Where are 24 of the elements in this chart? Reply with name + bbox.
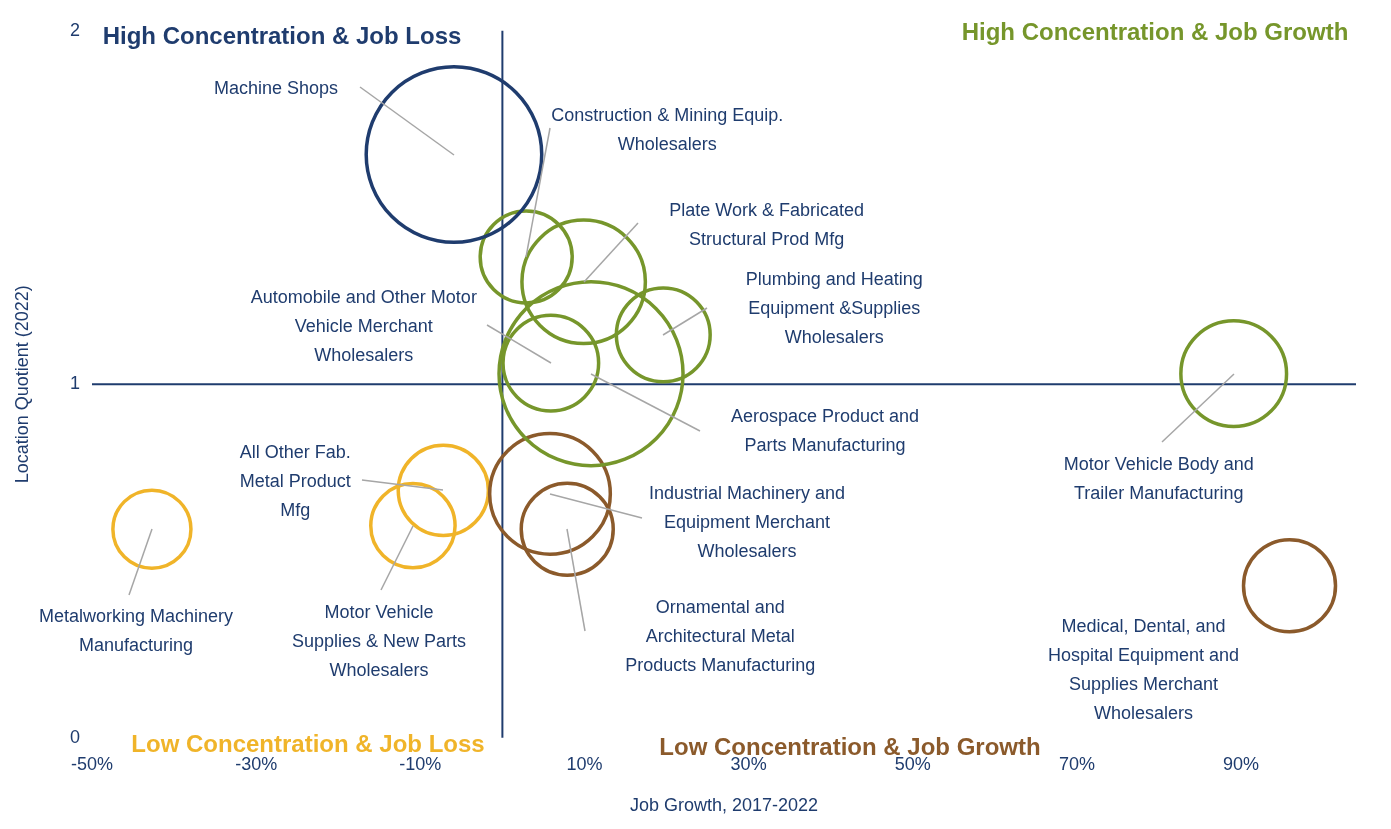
text: Plumbing and Heating Equipment &Supplies Wholesalers xyxy=(745,268,923,347)
series-label: Plate Work & Fabricated Structural Prod Mfg xyxy=(669,200,865,250)
series-label: Automobile and Other Motor Vehicle Merchant Wholesalers xyxy=(250,287,477,366)
y-tick-label: 0 xyxy=(69,726,80,747)
x-tick-label: -50% xyxy=(70,753,114,774)
y-tick-label: 2 xyxy=(69,19,80,40)
text: Construction & Mining Equip. Wholesalers xyxy=(551,104,784,154)
x-tick-label: 70% xyxy=(1058,753,1095,774)
text: Industrial Machinery and Equipment Merchant Wholesalers xyxy=(648,482,846,561)
series-label: Medical, Dental, and Hospital Equipment and Supplies Merchant Wholesalers xyxy=(1047,616,1240,724)
text: Ornamental and Architectural Metal Products Manufacturing xyxy=(625,597,816,676)
series-label: Motor Vehicle Body and Trailer Manufacturing xyxy=(1063,454,1254,504)
x-tick-label: 10% xyxy=(566,753,603,774)
text: Machine Shops xyxy=(213,78,338,99)
annotation: High Concentration & Job Growth xyxy=(961,17,1349,45)
text: Motor Vehicle Supplies & New Parts Wholesalers xyxy=(291,601,466,680)
text: All Other Fab. Metal Product Mfg xyxy=(239,442,351,521)
annotation: High Concentration & Job Loss xyxy=(102,21,462,49)
text: Metalworking Machinery Manufacturing xyxy=(38,605,233,655)
x-axis-title: Job Growth, 2017-2022 xyxy=(629,795,819,816)
x-tick-label: 90% xyxy=(1223,753,1260,774)
text: Aerospace Product and Parts Manufacturing xyxy=(730,406,920,456)
y-axis-title: Location Quotient (2022) xyxy=(11,285,32,484)
y-tick-label: 1 xyxy=(69,373,80,394)
